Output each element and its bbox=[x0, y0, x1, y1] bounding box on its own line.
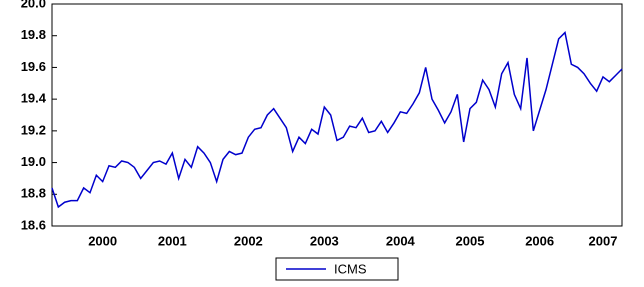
y-tick-label: 19.4 bbox=[21, 91, 47, 106]
x-tick-label: 2007 bbox=[589, 233, 618, 248]
x-tick-label: 2000 bbox=[88, 233, 117, 248]
line-series bbox=[51, 31, 623, 209]
y-tick-label: 20.0 bbox=[21, 0, 46, 10]
x-tick-label: 2003 bbox=[310, 233, 339, 248]
y-tick-label: 19.6 bbox=[21, 59, 46, 74]
x-tick-label: 2001 bbox=[158, 233, 187, 248]
y-tick-label: 18.6 bbox=[21, 217, 46, 232]
y-tick-label: 18.8 bbox=[21, 186, 46, 201]
legend-label: ICMS bbox=[334, 261, 367, 276]
x-tick-label: 2002 bbox=[234, 233, 263, 248]
plot-frame bbox=[51, 3, 623, 227]
x-tick-label: 2004 bbox=[386, 233, 416, 248]
y-tick-label: 19.8 bbox=[21, 27, 46, 42]
x-tick-label: 2005 bbox=[456, 233, 485, 248]
x-tick-label: 2006 bbox=[525, 233, 554, 248]
legend-box bbox=[275, 257, 399, 281]
y-tick-label: 19.0 bbox=[21, 154, 46, 169]
y-tick-label: 19.2 bbox=[21, 122, 46, 137]
